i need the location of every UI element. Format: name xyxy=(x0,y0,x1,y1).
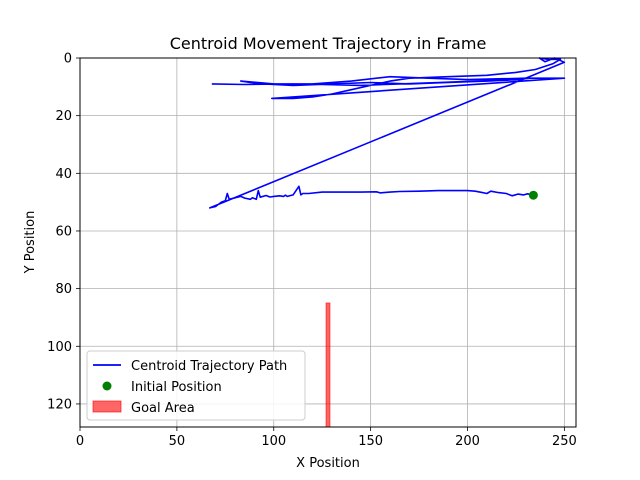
grid-lines xyxy=(79,57,576,427)
x-axis-label: X Position xyxy=(296,456,360,471)
goal-area-group xyxy=(325,302,331,428)
y-tick-label: 20 xyxy=(55,109,72,124)
initial-position-group xyxy=(528,190,538,200)
legend-label-goal: Goal Area xyxy=(131,401,195,416)
x-tick-label: 150 xyxy=(358,434,383,449)
trajectory-path-group xyxy=(209,57,566,209)
y-axis-ticks: 0 20 40 60 80 100 120 xyxy=(47,52,80,412)
legend-patch-swatch xyxy=(92,400,122,413)
x-tick-label: 50 xyxy=(169,434,186,449)
y-tick-label: 100 xyxy=(47,340,72,355)
y-tick-label: 60 xyxy=(55,224,72,239)
y-tick-label: 120 xyxy=(47,397,72,412)
initial-position-point xyxy=(528,190,538,200)
x-tick-label: 100 xyxy=(261,434,286,449)
legend-box xyxy=(86,350,306,421)
chart-title: Centroid Movement Trajectory in Frame xyxy=(170,34,487,53)
x-tick-label: 200 xyxy=(455,434,480,449)
trajectory-path-line xyxy=(209,57,566,209)
legend: Centroid Trajectory Path Initial Positio… xyxy=(86,350,306,421)
x-axis-ticks: 0 50 100 150 200 250 xyxy=(76,427,577,449)
plot-frame xyxy=(79,57,577,428)
x-tick-label: 250 xyxy=(552,434,577,449)
legend-marker-swatch xyxy=(102,381,112,391)
y-axis-label: Y Position xyxy=(23,211,38,275)
goal-area-rect xyxy=(325,302,331,428)
legend-label-trajectory: Centroid Trajectory Path xyxy=(131,359,287,374)
y-tick-label: 80 xyxy=(55,282,72,297)
x-tick-label: 0 xyxy=(76,434,84,449)
y-tick-label: 0 xyxy=(64,52,72,67)
y-tick-label: 40 xyxy=(55,167,72,182)
legend-label-initial: Initial Position xyxy=(131,380,222,395)
